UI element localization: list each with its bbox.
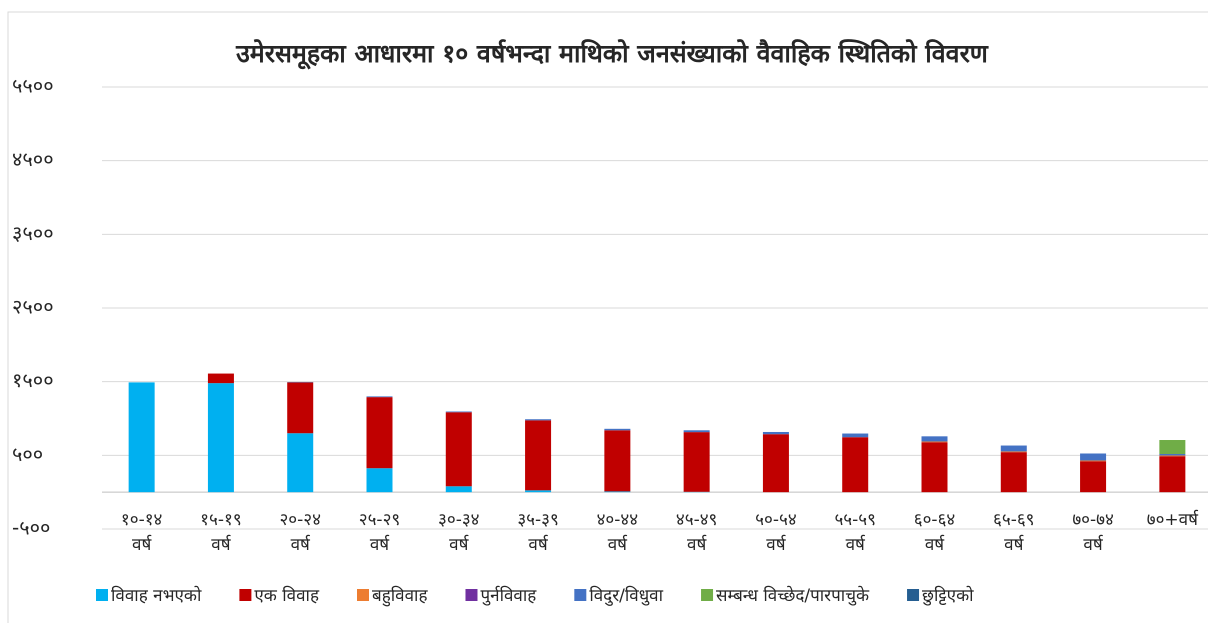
x-tick-label: १५-१९ <box>200 510 242 530</box>
chart-title: उमेरसमूहका आधारमा १० वर्षभन्दा माथिको जन… <box>235 39 989 70</box>
legend-label: विदुर/विधुवा <box>589 585 663 606</box>
legend-label: एक विवाह <box>254 585 320 606</box>
legend-label: विवाह नभएको <box>111 585 202 606</box>
x-tick-label: वर्ष <box>766 534 786 555</box>
bar-segment <box>604 430 630 491</box>
bar-segment <box>525 419 551 420</box>
x-tick-label: ५०-५४ <box>755 510 797 530</box>
bar-segment <box>1001 452 1027 492</box>
bar-segment <box>1080 461 1106 492</box>
bar-segment <box>684 432 710 492</box>
bar-segment <box>1159 455 1185 456</box>
legend-label: सम्बन्ध विच्छेद/पारपाचुके <box>716 585 870 606</box>
x-tick-label: ५५-५९ <box>834 510 876 530</box>
y-tick-label: ३५०० <box>12 221 54 245</box>
bar-segment <box>842 434 868 438</box>
x-tick-label: ६५-६९ <box>993 510 1035 530</box>
x-tick-label: १०-१४ <box>121 510 163 530</box>
bar-segment <box>129 382 155 492</box>
legend-swatch <box>465 589 477 601</box>
x-tick-label: वर्ष <box>608 534 628 555</box>
bar-segment <box>842 437 868 492</box>
bar-segment <box>1159 454 1185 455</box>
x-tick-label: ३५-३९ <box>517 510 559 530</box>
bar-segment <box>287 433 313 492</box>
bar-segment <box>367 397 393 468</box>
bar-segment <box>1080 453 1106 460</box>
bar-segment <box>1159 456 1185 492</box>
chart-frame <box>8 12 1208 623</box>
bar-segment <box>922 441 948 442</box>
bar-segment <box>763 432 789 434</box>
bar-segment <box>446 486 472 492</box>
x-tick-label: ७०-७४ <box>1072 510 1114 530</box>
x-tick-label: वर्ष <box>291 534 311 555</box>
legend-swatch <box>701 589 713 601</box>
bar-segment <box>367 396 393 397</box>
legend-swatch <box>357 589 369 601</box>
bar-segment <box>1001 451 1027 452</box>
x-tick-label: ४५-४९ <box>676 510 718 530</box>
bar-segment <box>525 420 551 490</box>
x-tick-label: वर्ष <box>1083 534 1103 555</box>
x-tick-label: वर्ष <box>132 534 152 555</box>
bar-segment <box>1001 446 1027 452</box>
x-tick-label: ३०-३४ <box>438 510 480 530</box>
x-tick-label: २५-२९ <box>359 510 401 530</box>
x-tick-label: ६०-६४ <box>914 510 956 530</box>
x-tick-label: वर्ष <box>846 534 866 555</box>
bar-segment <box>446 412 472 413</box>
x-tick-label: ७०+वर्ष <box>1147 509 1199 530</box>
bar-segment <box>922 442 948 492</box>
y-tick-label: ५५०० <box>12 74 54 98</box>
bar-segment <box>287 382 313 433</box>
x-tick-label: २०-२४ <box>279 510 321 530</box>
bar-segment <box>684 430 710 432</box>
legend-label: पुर्नविवाह <box>480 585 537 606</box>
x-tick-label: ४०-४४ <box>597 510 639 530</box>
legend-swatch <box>239 589 251 601</box>
bar-segment <box>525 490 551 492</box>
bar-segment <box>367 468 393 492</box>
bar-segment <box>208 383 234 492</box>
bar-segment <box>1080 460 1106 461</box>
bar-segment <box>446 412 472 486</box>
x-tick-label: वर्ष <box>1004 534 1024 555</box>
y-tick-label: ४५०० <box>12 147 54 171</box>
x-tick-label: वर्ष <box>528 534 548 555</box>
legend-swatch <box>574 589 586 601</box>
x-tick-label: वर्ष <box>925 534 945 555</box>
x-tick-label: वर्ष <box>370 534 390 555</box>
bar-segment <box>763 434 789 492</box>
bar-segment <box>1159 440 1185 454</box>
y-tick-label: १५०० <box>12 368 54 392</box>
x-tick-label: वर्ष <box>687 534 707 555</box>
x-tick-label: वर्ष <box>449 534 469 555</box>
y-tick-label: -५०० <box>12 516 50 540</box>
bar-segment <box>922 436 948 441</box>
y-tick-label: ५०० <box>12 442 43 466</box>
legend-label: बहुविवाह <box>372 585 428 607</box>
y-tick-label: २५०० <box>12 295 54 319</box>
x-tick-label: वर्ष <box>211 534 231 555</box>
bar-segment <box>604 429 630 430</box>
bar-segment <box>604 491 630 492</box>
bar-segment <box>208 374 234 384</box>
legend-label: छुट्टिएको <box>922 585 974 606</box>
legend-swatch <box>907 589 919 601</box>
legend-swatch <box>96 589 108 601</box>
